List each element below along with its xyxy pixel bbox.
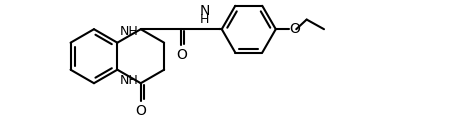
- Text: NH: NH: [119, 25, 138, 38]
- Text: O: O: [289, 22, 300, 36]
- Text: H: H: [199, 13, 209, 26]
- Text: N: N: [199, 4, 210, 18]
- Text: O: O: [135, 104, 146, 118]
- Text: O: O: [176, 48, 187, 63]
- Text: NH: NH: [119, 74, 138, 87]
